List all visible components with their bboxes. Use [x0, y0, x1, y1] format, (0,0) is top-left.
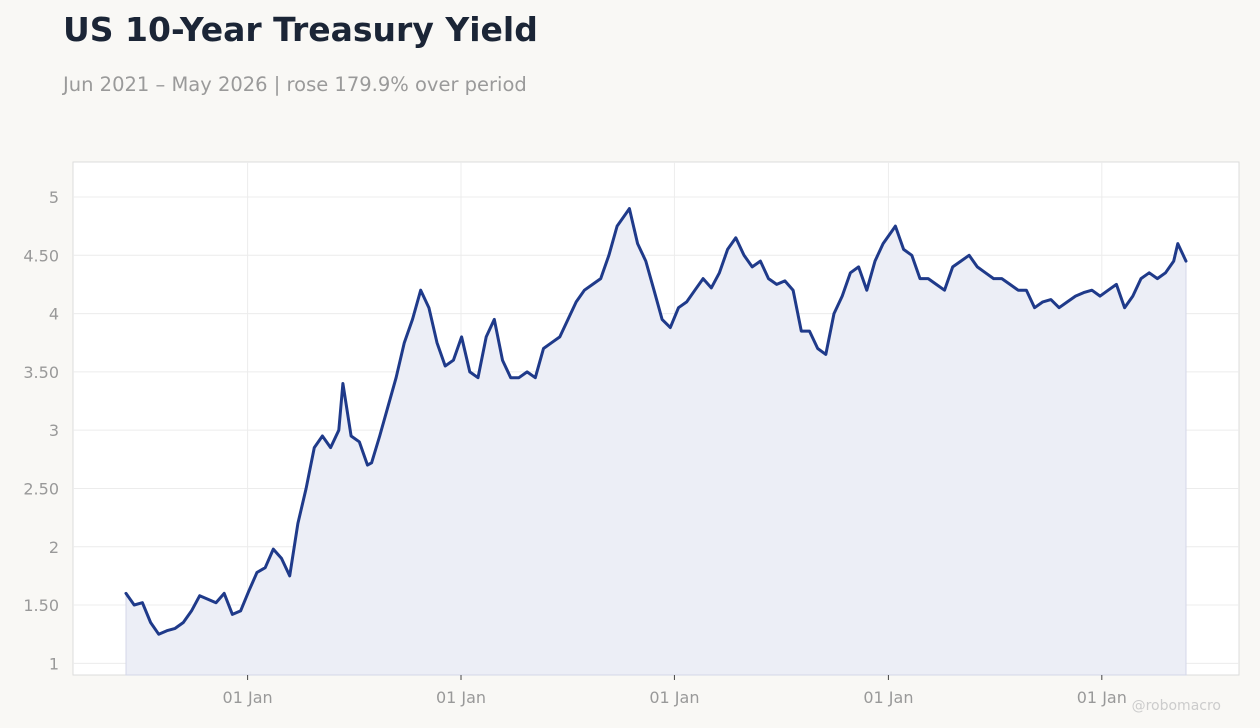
x-tick-label: 01 Jan: [863, 688, 913, 707]
x-tick-label: 01 Jan: [436, 688, 486, 707]
y-tick-label: 1: [49, 654, 59, 673]
y-tick-label: 4: [49, 305, 59, 324]
y-tick-label: 5: [49, 188, 59, 207]
y-tick-label: 3.50: [23, 363, 59, 382]
x-axis: 01 Jan 01 Jan 01 Jan 01 Jan 01 Jan: [223, 675, 1127, 707]
chart-subtitle: Jun 2021 – May 2026 | rose 179.9% over p…: [63, 73, 527, 96]
x-tick-label: 01 Jan: [223, 688, 273, 707]
x-tick-label: 01 Jan: [649, 688, 699, 707]
y-axis: 1 1.50 2 2.50 3 3.50 4 4.50 5: [23, 188, 59, 673]
x-tick-label: 01 Jan: [1077, 688, 1127, 707]
y-tick-label: 3: [49, 421, 59, 440]
series-line: [124, 207, 1188, 636]
y-tick-label: 1.50: [23, 596, 59, 615]
line-layer: [124, 207, 1188, 636]
y-tick-label: 2: [49, 538, 59, 557]
y-tick-label: 4.50: [23, 246, 59, 265]
watermark: @robomacro: [1132, 698, 1221, 714]
chart-title: US 10-Year Treasury Yield: [63, 10, 538, 49]
y-tick-label: 2.50: [23, 479, 59, 498]
